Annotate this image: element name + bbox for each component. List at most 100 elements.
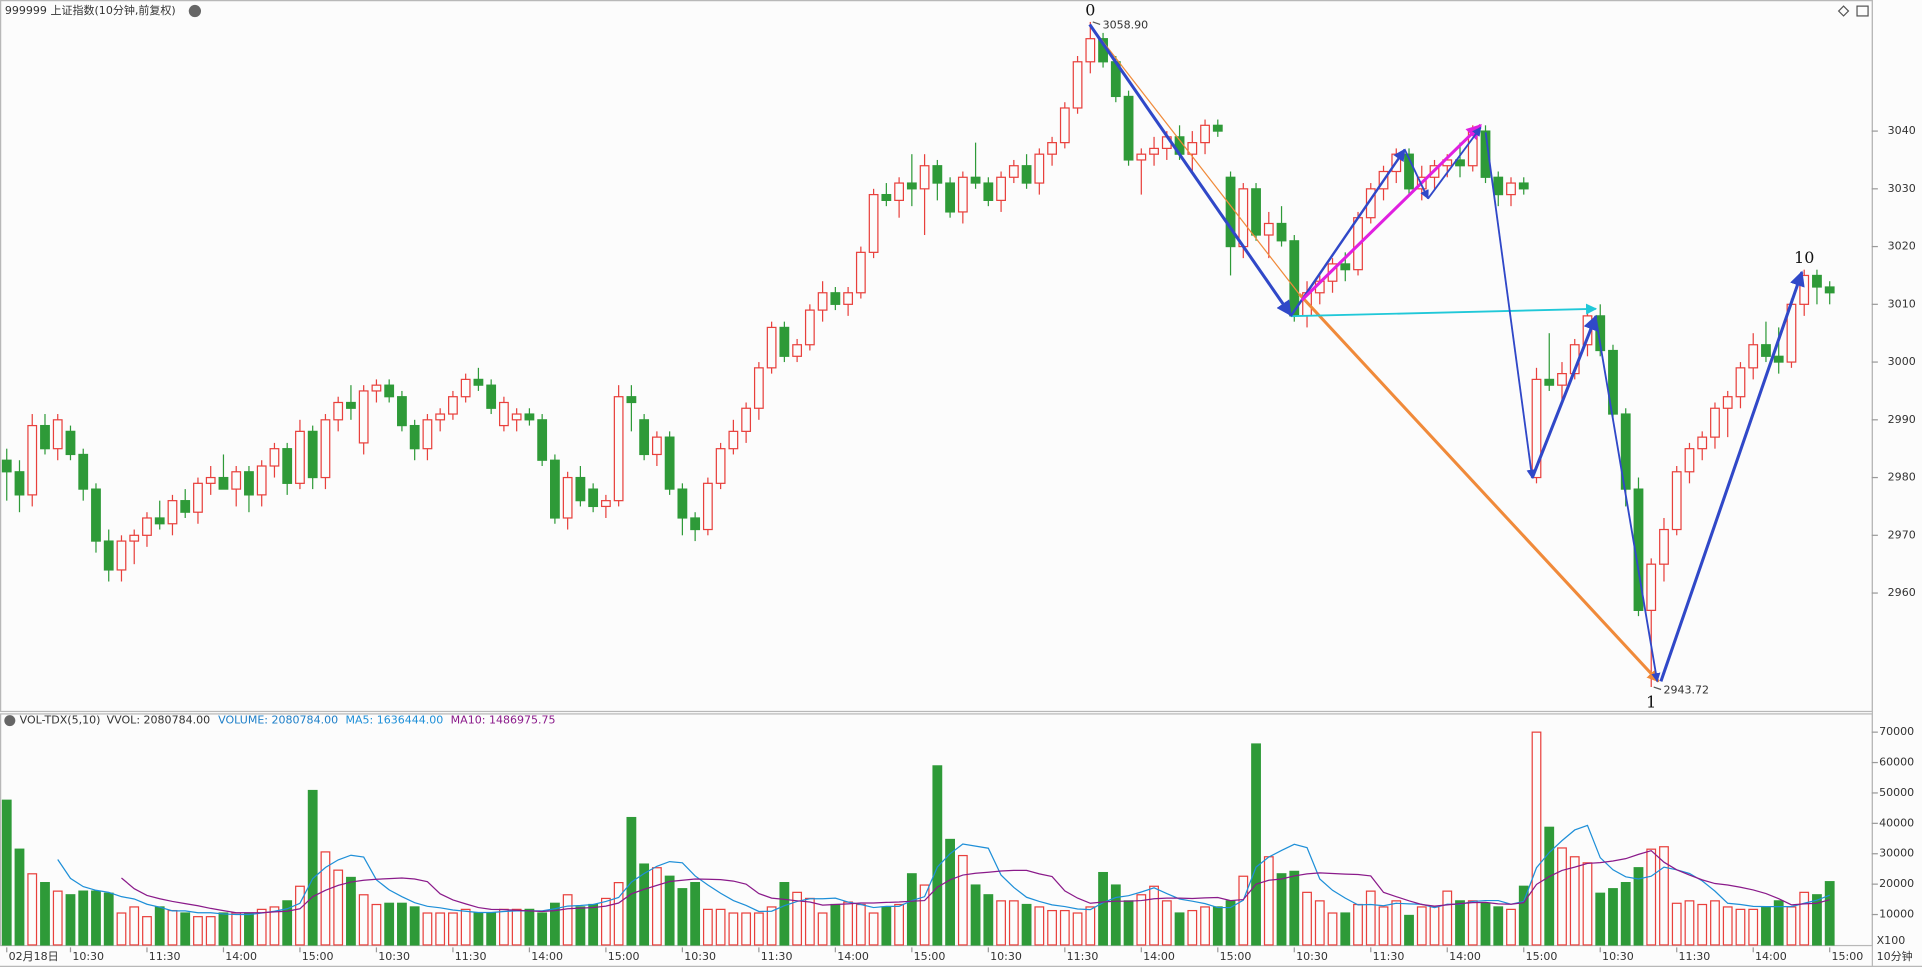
candle-body — [932, 165, 943, 184]
candle-body — [1, 459, 12, 473]
candle-body — [91, 488, 101, 542]
candle-body — [27, 424, 38, 496]
volume-bar — [1391, 900, 1402, 946]
volume-bar — [626, 816, 637, 946]
candle-body — [1773, 355, 1784, 363]
volume-bar — [970, 884, 981, 946]
diamond-icon[interactable] — [1837, 5, 1850, 17]
dropdown-icon[interactable] — [188, 4, 202, 18]
volume-bar — [1276, 873, 1287, 946]
volume-bar — [448, 912, 458, 946]
candle-body — [1200, 124, 1210, 144]
volume-bar — [1289, 870, 1300, 946]
volume-bar — [906, 873, 917, 946]
volume-bar — [1620, 882, 1631, 946]
volume-bar — [894, 903, 905, 946]
candle-body — [1544, 378, 1555, 386]
candle-body — [664, 436, 675, 490]
candle-body — [1518, 182, 1529, 190]
candle-body — [371, 384, 382, 392]
volume-bar — [728, 912, 739, 946]
x-tick-label: 14:00 — [225, 950, 257, 963]
candle-body — [1697, 436, 1708, 450]
window-icon[interactable] — [1856, 5, 1869, 17]
volume-bar — [1314, 900, 1325, 946]
volume-bar — [1722, 906, 1733, 946]
candle-body — [1646, 563, 1657, 611]
candle-body — [358, 390, 369, 444]
x-tick-label: 15:00 — [302, 950, 334, 963]
volume-bar — [1557, 847, 1567, 946]
orange-line — [1089, 24, 1300, 295]
volume-bar — [295, 885, 305, 946]
x-tick-label: 11:30 — [1679, 950, 1711, 963]
volume-bar — [1378, 906, 1389, 946]
candle-body — [843, 292, 854, 305]
volume-bar — [1136, 894, 1147, 946]
candle-body — [78, 453, 89, 490]
volume-bar — [1812, 894, 1822, 946]
candle-body — [550, 459, 560, 519]
volume-bar — [1786, 906, 1797, 946]
volume-bar — [1735, 908, 1746, 946]
y-tick-label: 3020 — [1888, 240, 1916, 253]
volume-bar — [116, 912, 127, 946]
candle-body — [1034, 153, 1045, 184]
candle-body — [1263, 222, 1274, 236]
volume-bar — [1710, 900, 1720, 946]
volume-bar — [1263, 856, 1274, 946]
volume-bar — [588, 903, 599, 946]
candle-body — [14, 471, 25, 496]
candle-body — [1365, 188, 1376, 219]
candle-body — [830, 292, 841, 305]
volume-bar — [702, 908, 713, 946]
x-tick-label: 15:00 — [914, 950, 946, 963]
candle-body — [1021, 165, 1032, 184]
candle-body — [1480, 130, 1491, 178]
candle-body — [537, 419, 548, 461]
candle-body — [855, 251, 866, 294]
x-tick-label: 15:00 — [1526, 950, 1558, 963]
candle-body — [193, 482, 203, 513]
volume-bar — [499, 908, 509, 946]
volume-bar — [460, 908, 471, 946]
x-tick-label: 10:30 — [1602, 950, 1634, 963]
volume-bar — [1467, 900, 1478, 946]
candle-body — [244, 471, 254, 496]
y-tick-label: 2960 — [1888, 586, 1916, 599]
volume-bar — [830, 903, 841, 946]
vol-title: VOL-TDX(5,10) — [20, 714, 101, 727]
candle-body — [677, 488, 688, 519]
vol-dropdown-icon[interactable] — [4, 715, 16, 727]
volume-bar — [1518, 885, 1529, 946]
y-tick-label: 60000 — [1879, 756, 1914, 769]
candle-body — [792, 344, 803, 357]
candle-body — [1735, 367, 1746, 398]
candle-body — [1276, 222, 1287, 242]
candle-body — [715, 448, 726, 484]
candle-body — [448, 396, 458, 415]
volume-bar — [205, 916, 216, 946]
volume-bar — [1365, 890, 1376, 946]
volume-bar — [957, 854, 968, 946]
x-tick-label: 10:30 — [1296, 950, 1328, 963]
candle-body — [1085, 38, 1096, 63]
blue-arrow — [1088, 23, 1292, 317]
volume-bar — [486, 912, 497, 946]
candle-body — [919, 165, 930, 190]
volume-bar — [1506, 908, 1516, 946]
candle-body — [103, 540, 114, 571]
ma-line — [121, 850, 1830, 914]
candle-body — [307, 430, 318, 479]
volume-bar — [1098, 871, 1108, 946]
candle-body — [1710, 407, 1720, 438]
volume-bar — [639, 863, 650, 946]
candle-body — [1557, 373, 1567, 386]
candle-body — [779, 326, 790, 357]
volume-bar — [397, 902, 407, 946]
candle-body — [575, 476, 586, 502]
candle-body — [766, 326, 777, 369]
candle-body — [52, 419, 63, 450]
